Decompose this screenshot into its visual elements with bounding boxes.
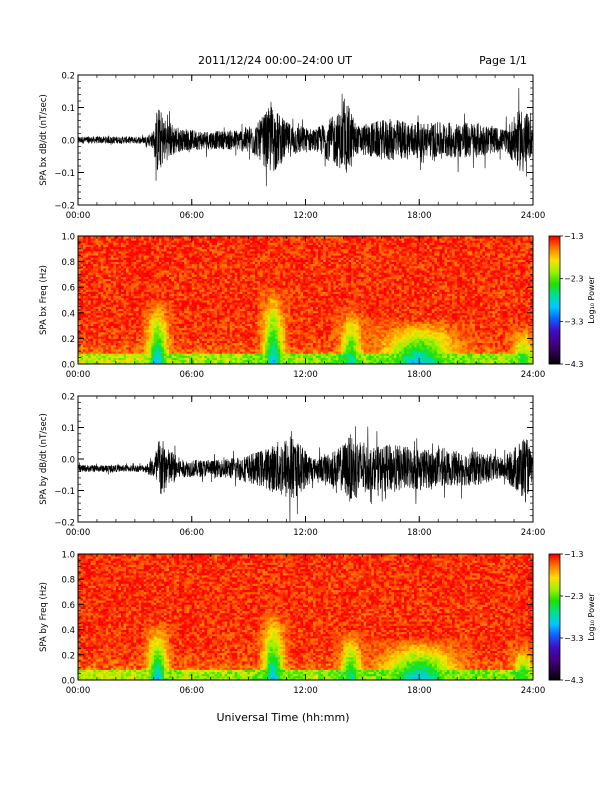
y-tick-label: 0.2	[61, 72, 75, 82]
dbdt-trace	[78, 88, 533, 186]
y-axis-title: SPA bx dB/dt (nT/sec)	[39, 94, 49, 186]
x-tick-label: 00:00	[66, 211, 91, 221]
x-tick-label: 06:00	[180, 211, 205, 221]
x-tick-label: 24:00	[521, 211, 546, 221]
bx-derivative-panel: 0.2 0.1 0.0 −0.1 −0.200:00 06:00 12:00 18:00 24:…	[39, 72, 545, 222]
x-tick-label: 18:00	[407, 211, 432, 221]
y-tick-label: 0.0	[61, 137, 75, 147]
y-tick-label: −0.1	[54, 169, 75, 179]
spectrogram-image	[78, 236, 533, 364]
y-tick-label: 0.1	[61, 104, 75, 114]
report-title: 2011/12/24 00:00–24:00 UT	[198, 54, 352, 67]
y-tick-label: −0.2	[54, 202, 75, 212]
page-number: Page 1/1	[479, 54, 527, 67]
x-tick-label: 12:00	[293, 211, 318, 221]
x-axis-title: Universal Time (hh:mm)	[217, 711, 350, 724]
